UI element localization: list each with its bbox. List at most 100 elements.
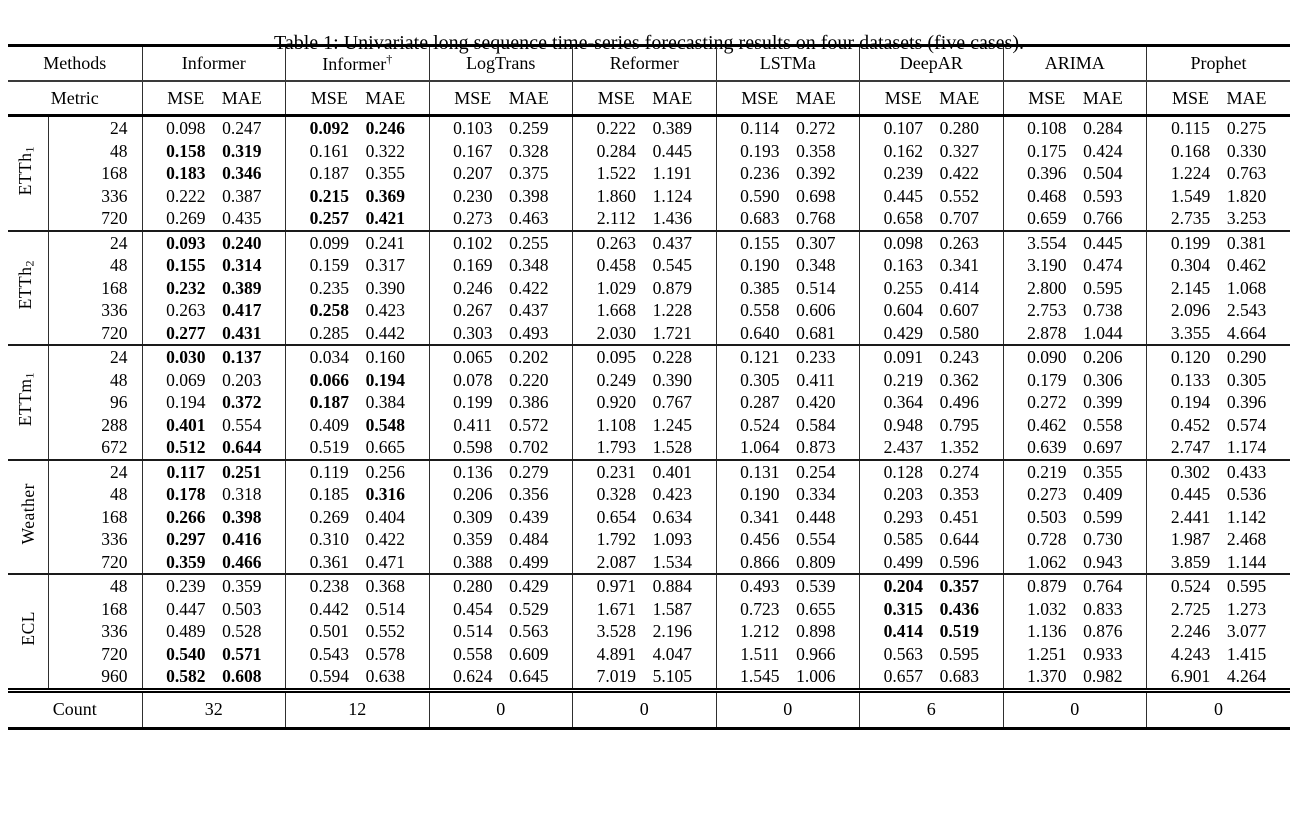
mae-value: 0.306	[1083, 369, 1123, 390]
horizon-cell: 960	[47, 665, 142, 690]
mse-value: 0.512	[166, 437, 206, 457]
value-cell: 0.604 0.607	[859, 299, 1003, 322]
mse-value: 0.879	[1027, 576, 1067, 596]
mae-value: 0.471	[365, 551, 405, 572]
value-cell: 0.501 0.552	[285, 620, 429, 643]
mae-value: 0.328	[509, 140, 549, 161]
value-cell: 1.792 1.093	[572, 528, 716, 551]
horizon-cell: 48	[47, 574, 142, 598]
value-cell: 0.163 0.341	[859, 254, 1003, 277]
mse-value: 0.493	[740, 576, 780, 596]
methods-header-cell: Methods	[8, 45, 142, 82]
value-cell: 0.445 0.552	[859, 184, 1003, 207]
mae-value: 0.398	[222, 506, 262, 527]
mse-value: 0.285	[309, 322, 349, 343]
mae-value: 0.384	[365, 392, 405, 412]
mae-value: 0.876	[1083, 621, 1123, 641]
mae-value: 0.595	[1083, 277, 1123, 298]
mse-value: 0.514	[453, 621, 493, 641]
value-cell: 0.215 0.369	[285, 184, 429, 207]
value-cell: 0.090 0.206	[1002, 345, 1147, 369]
mse-value: 0.222	[596, 118, 636, 138]
horizon-cell: 672	[47, 436, 142, 460]
mae-value: 0.584	[796, 414, 836, 435]
mae-value: 0.422	[509, 277, 549, 298]
mae-value: 1.006	[796, 666, 836, 686]
mse-value: 0.203	[883, 484, 923, 504]
value-cell: 0.447 0.503	[141, 597, 286, 620]
mse-value: 0.098	[883, 232, 923, 253]
mse-value: 0.162	[883, 140, 923, 161]
mae-value: 0.795	[939, 414, 979, 435]
mse-value: 0.683	[740, 208, 780, 228]
mae-value: 0.552	[365, 621, 405, 641]
horizon-cell: 24	[47, 459, 142, 483]
mae-value: 0.390	[652, 369, 692, 390]
value-cell: 1.511 0.966	[715, 642, 860, 665]
mae-value: 1.093	[652, 529, 692, 549]
mae-value: 0.462	[1226, 255, 1267, 275]
value-cell: 0.458 0.545	[572, 254, 716, 277]
dataset-subscript: 1	[22, 372, 37, 379]
mse-value: 0.361	[309, 551, 349, 572]
horizon-cell: 288	[47, 413, 142, 436]
mse-value: 0.128	[883, 461, 923, 482]
mse-value: 0.222	[166, 185, 206, 206]
value-cell: 0.236 0.392	[715, 162, 860, 185]
mae-value: 0.220	[509, 369, 549, 390]
mse-value: 1.224	[1170, 163, 1211, 183]
value-cell: 0.099 0.241	[285, 230, 429, 254]
table-row: ETTh2 24 0.093 0.240 0.099 0.241 0.102 0.255 0.2…	[8, 230, 1290, 310]
mae-header: MAE	[1082, 87, 1123, 108]
mse-value: 0.219	[1027, 461, 1067, 482]
mae-value: 0.290	[1226, 347, 1267, 367]
mae-value: 0.439	[509, 506, 549, 527]
mae-value: 0.982	[1083, 666, 1123, 686]
mae-value: 0.389	[222, 277, 262, 298]
mae-value: 0.884	[652, 576, 692, 596]
mse-value: 2.725	[1170, 598, 1211, 619]
value-cell: 0.193 0.358	[715, 139, 860, 162]
count-cell: 0	[1002, 687, 1147, 728]
dataset-label-text: ETTm1	[15, 372, 37, 427]
method-name-cell: Informer	[141, 45, 286, 82]
value-cell: 0.401 0.554	[141, 413, 286, 436]
value-cell: 0.385 0.514	[715, 276, 860, 299]
horizon-cell: 720	[47, 207, 142, 231]
mse-mae-header-cell: MSE MAE	[1002, 81, 1147, 117]
mse-value: 2.246	[1170, 621, 1211, 641]
mae-value: 0.275	[1226, 118, 1267, 138]
mse-value: 0.206	[453, 484, 493, 504]
mae-value: 0.396	[1226, 392, 1267, 412]
mae-value: 0.558	[1083, 414, 1123, 435]
mse-value: 0.359	[166, 551, 206, 572]
mse-value: 0.519	[309, 437, 349, 457]
mae-value: 4.264	[1226, 666, 1267, 686]
mae-value: 0.634	[652, 506, 692, 527]
mse-value: 0.456	[740, 529, 780, 549]
table-row: 720 0.277 0.431 0.285 0.442 0.303 0.493 2.030 1.…	[8, 321, 1290, 345]
mae-value: 1.068	[1226, 277, 1267, 298]
mse-value: 0.215	[309, 185, 349, 206]
mae-value: 0.596	[939, 551, 979, 572]
value-cell: 0.207 0.375	[428, 162, 573, 185]
mse-header: MSE	[454, 87, 492, 108]
value-cell: 0.219 0.362	[859, 368, 1003, 391]
mse-value: 0.238	[309, 576, 349, 596]
mae-header: MAE	[939, 87, 980, 108]
table-header: Methods Informer Informer† LogTrans Reformer…	[8, 45, 1290, 117]
mse-value: 1.668	[596, 300, 636, 320]
value-cell: 0.639 0.697	[1002, 436, 1147, 460]
mse-value: 0.120	[1170, 347, 1211, 367]
horizon-cell: 168	[47, 162, 142, 185]
mse-value: 0.119	[309, 461, 349, 482]
mse-value: 0.359	[453, 529, 493, 549]
mse-value: 0.263	[596, 232, 636, 253]
value-cell: 0.168 0.330	[1146, 139, 1290, 162]
count-cell: 32	[141, 687, 286, 728]
mse-value: 0.194	[1170, 392, 1211, 412]
mae-value: 0.422	[939, 163, 979, 183]
mae-value: 0.369	[365, 185, 405, 206]
metric-row: Metric MSE MAE MSE MAE MSE MAE MSE MAE MSE MAE MSE M…	[8, 81, 1290, 117]
value-cell: 0.093 0.240	[141, 230, 286, 254]
